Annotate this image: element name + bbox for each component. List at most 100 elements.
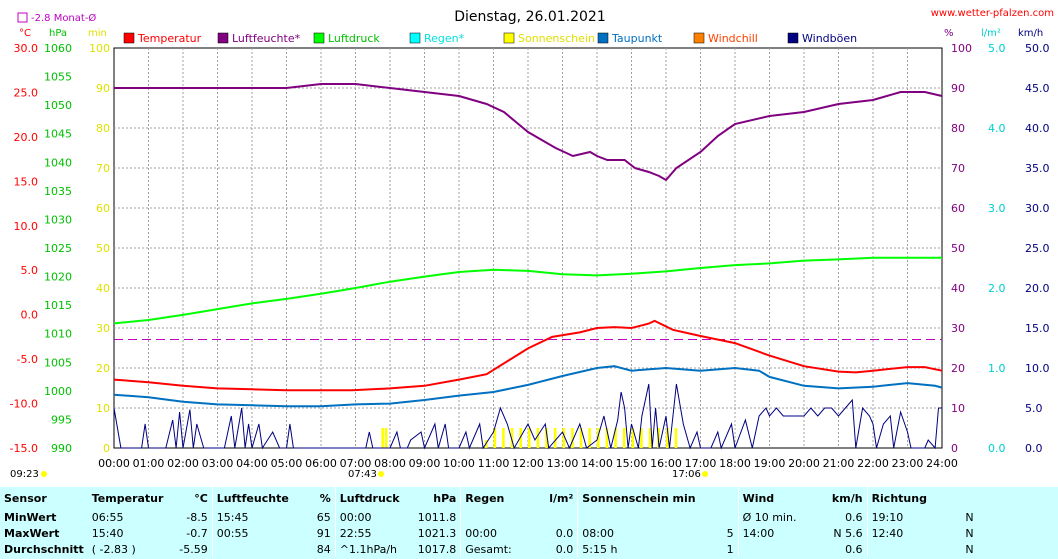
press-time: ^1.1hPa/h: [334, 541, 414, 557]
sunset-icon: [702, 471, 708, 477]
sunrise-label: 07:43: [348, 469, 377, 480]
celsius-tick-label: 10.0: [14, 220, 39, 233]
series-line-windben: [113, 383, 942, 450]
hum-value: 84: [316, 542, 331, 556]
sun-value: 1: [726, 542, 734, 556]
weather-chart: Dienstag, 26.01.2021 www.wetter-pfalzen.…: [10, 8, 1054, 480]
row-label: Durchschnitt: [4, 542, 84, 556]
sunshine-bar: [545, 428, 548, 448]
legend-label: Windchill: [708, 32, 758, 45]
hpa-tick-label: 1060: [44, 42, 72, 55]
celsius-tick-label: 20.0: [14, 131, 39, 144]
axis-labels: 30.0 25.0 20.0 15.0 10.0 5.0 0.0 -5.0 -10.0 -15.0…: [10, 42, 1050, 470]
dir-time: 19:10: [866, 509, 948, 525]
series: [113, 83, 943, 450]
time-tick-label: 11:00: [478, 457, 510, 470]
rain-time: 00:00: [460, 525, 542, 541]
min-unit: min: [88, 28, 107, 39]
hpa-tick-label: 1025: [44, 242, 72, 255]
time-tick-label: 24:00: [926, 457, 958, 470]
temp-time: 06:55: [91, 510, 124, 524]
time-tick-label: 14:00: [581, 457, 613, 470]
hdr-rain: Regen: [460, 487, 542, 509]
sunshine-bar: [519, 428, 522, 448]
time-tick-label: 10:00: [443, 457, 475, 470]
press-time: 00:00: [334, 509, 414, 525]
stats-header-row: Sensor Temperatur °C Luftfeuchte % Luftd…: [0, 487, 978, 509]
time-tick-label: 00:00: [98, 457, 130, 470]
celsius-tick-label: 30.0: [14, 42, 39, 55]
sunshine-bar: [666, 428, 669, 448]
legend-swatch: [313, 32, 325, 44]
wind-tick-label: 10.0: [1025, 362, 1050, 375]
sunshine-bar: [588, 428, 591, 448]
hum-time: [211, 541, 303, 557]
rain-tick-label: 5.0: [988, 42, 1006, 55]
time-tick-label: 15:00: [616, 457, 648, 470]
chart-title: Dienstag, 26.01.2021: [454, 9, 605, 25]
hdr-temp: Temperatur: [91, 491, 164, 505]
sunshine-bar: [493, 428, 497, 448]
hpa-tick-label: 1020: [44, 271, 72, 284]
sunshine-bar: [571, 428, 574, 448]
wind-value: N 5.6: [833, 526, 863, 540]
dir-time: 12:40: [866, 525, 948, 541]
pct-tick-label: 60: [951, 202, 965, 215]
pct-tick-label: 10: [951, 402, 965, 415]
legend-label: Luftfeuchte*: [232, 32, 301, 45]
min-tick-label: 0: [103, 442, 110, 455]
hpa-tick-label: 1030: [44, 213, 72, 226]
min-tick-label: 10: [96, 402, 110, 415]
wind-tick-label: 30.0: [1025, 202, 1050, 215]
hpa-tick-label: 995: [51, 413, 72, 426]
hum-time: 00:55: [211, 525, 303, 541]
time-tick-label: 19:00: [754, 457, 786, 470]
site-link[interactable]: www.wetter-pfalzen.com: [931, 8, 1054, 19]
wind-value: 0.6: [845, 542, 863, 556]
sunrise-icon: [378, 471, 384, 477]
time-tick-label: 04:00: [236, 457, 268, 470]
hdr-sensor: Sensor: [4, 491, 47, 505]
legend-swatch: [503, 32, 515, 44]
pct-unit: %: [944, 28, 954, 39]
sun-value: [700, 509, 739, 525]
sunshine-bar: [579, 428, 583, 448]
wind-label: [737, 541, 819, 557]
time-tick-label: 13:00: [547, 457, 579, 470]
sun-icon: [41, 471, 47, 477]
time-tick-label: 03:00: [202, 457, 234, 470]
min-tick-label: 100: [89, 42, 110, 55]
series-line-temperatur: [113, 319, 943, 392]
wind-tick-label: 40.0: [1025, 122, 1050, 135]
hpa-tick-label: 1010: [44, 328, 72, 341]
rain-value: 0.0: [555, 526, 574, 540]
hpa-tick-label: 1055: [44, 71, 72, 84]
hum-value: 65: [316, 510, 331, 524]
dir-value: N: [965, 526, 974, 540]
temp-value: -8.5: [186, 510, 208, 524]
hpa-tick-label: 1045: [44, 128, 72, 141]
time-tick-label: 17:00: [685, 457, 717, 470]
sunshine-bar: [648, 428, 652, 448]
time-tick-label: 01:00: [133, 457, 165, 470]
min-tick-label: 50: [96, 242, 110, 255]
min-tick-label: 80: [96, 122, 110, 135]
sunshine-bar: [562, 428, 566, 448]
hpa-tick-label: 1000: [44, 385, 72, 398]
min-tick-label: 70: [96, 162, 110, 175]
hdr-rain-unit: l/m²: [549, 491, 574, 505]
hdr-press-unit: hPa: [433, 491, 457, 505]
sunshine-bar: [553, 428, 557, 448]
hdr-sun: Sonnenschein min: [577, 487, 700, 509]
celsius-tick-label: 25.0: [14, 86, 39, 99]
hpa-tick-label: 1035: [44, 185, 72, 198]
hpa-tick-label: 1005: [44, 356, 72, 369]
sunrise-left-label: 09:23: [10, 469, 39, 480]
dir-value: N: [965, 510, 974, 524]
sunshine-bar: [605, 428, 609, 448]
pct-tick-label: 70: [951, 162, 965, 175]
pct-tick-label: 0: [951, 442, 958, 455]
hdr-dir: Richtung: [866, 487, 948, 509]
wind-label: 14:00: [737, 525, 819, 541]
row-label: MaxWert: [4, 526, 60, 540]
